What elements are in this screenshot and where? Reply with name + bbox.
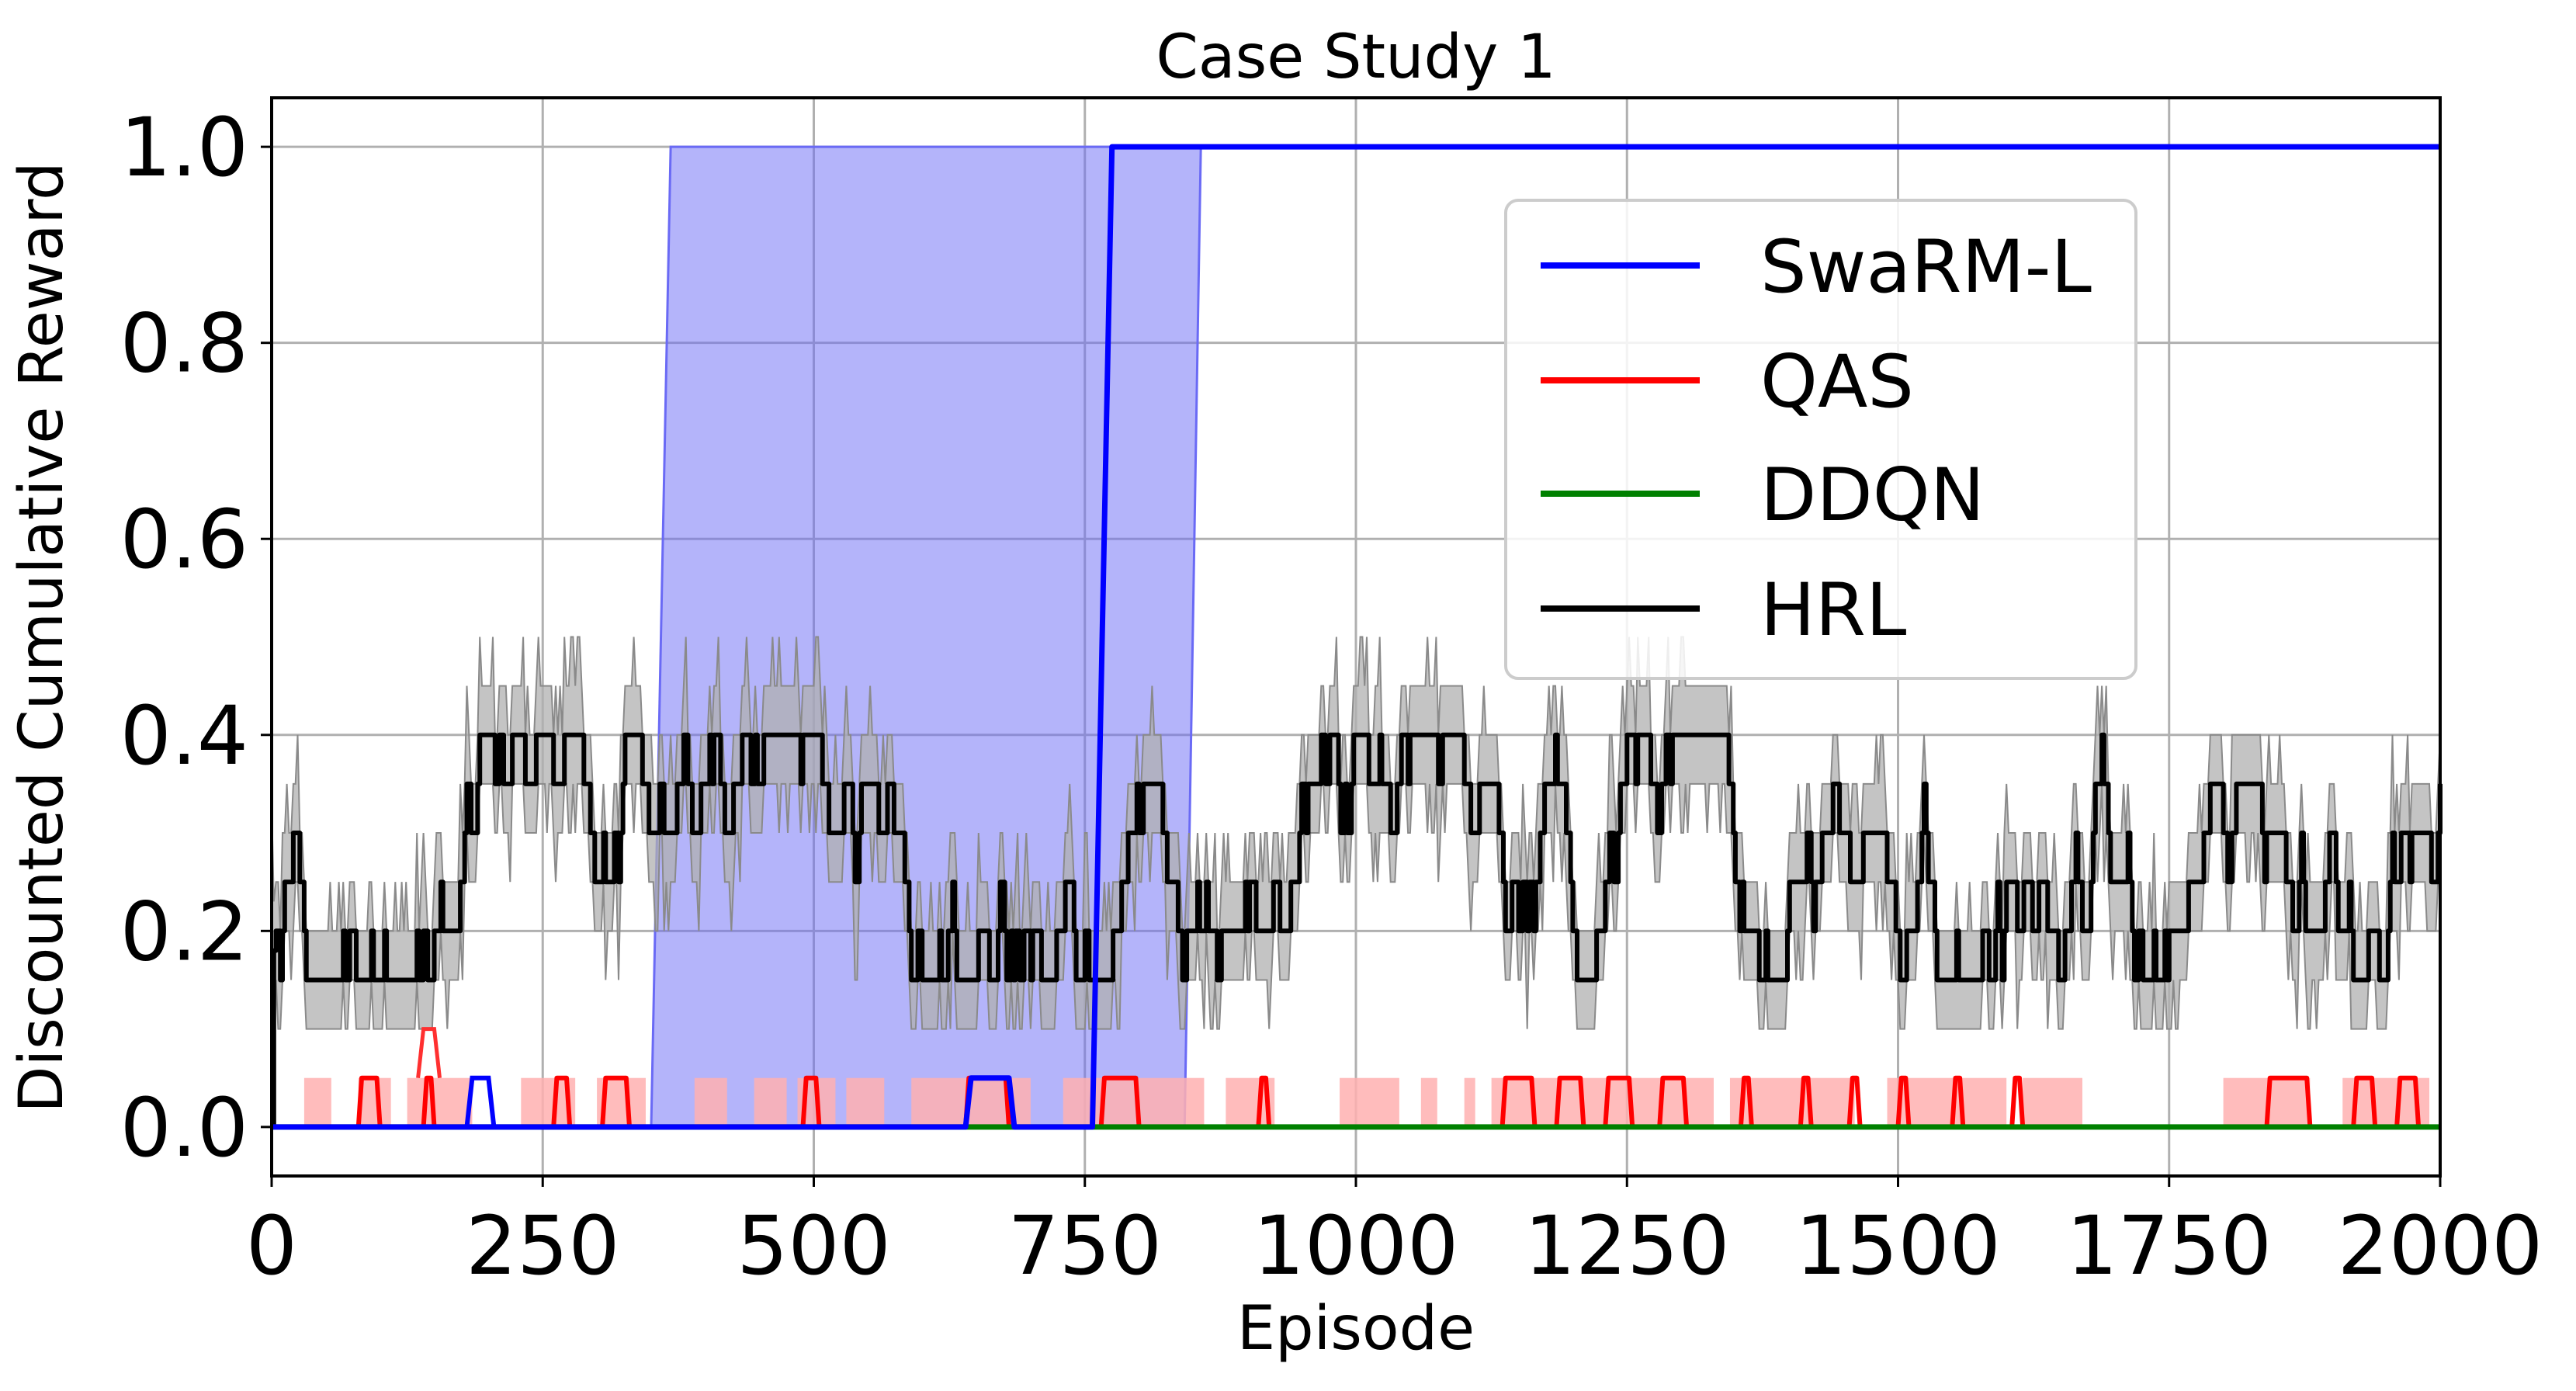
y-tick-label: 0.6 — [120, 492, 248, 587]
legend-label: SwaRM-L — [1760, 225, 2092, 310]
x-tick-label: 2000 — [2338, 1198, 2543, 1293]
qas-band — [1464, 1077, 1475, 1127]
x-tick-label: 1250 — [1524, 1198, 1730, 1293]
legend-label: HRL — [1760, 568, 1906, 653]
x-tick-label: 0 — [246, 1198, 297, 1293]
qas-band — [1491, 1077, 1714, 1127]
qas-band — [694, 1077, 727, 1127]
qas-band — [407, 1077, 473, 1127]
hrl-line — [271, 732, 2443, 1129]
qas-peak — [416, 1027, 442, 1078]
qas-band — [1340, 1077, 1399, 1127]
legend-box — [1504, 199, 2137, 680]
qas-band — [846, 1077, 885, 1127]
y-tick-label: 0.0 — [120, 1081, 248, 1175]
x-tick-label: 500 — [737, 1198, 891, 1293]
x-tick-label: 750 — [1007, 1198, 1162, 1293]
x-tick-label: 1000 — [1253, 1198, 1459, 1293]
qas-band — [754, 1077, 787, 1127]
x-tick-label: 1750 — [2066, 1198, 2272, 1293]
x-tick-label: 1500 — [1795, 1198, 2001, 1293]
x-tick-label: 250 — [466, 1198, 620, 1293]
swarm-l-line — [272, 144, 2440, 1130]
swarm-l-blip — [464, 1075, 497, 1128]
qas-band — [303, 1077, 331, 1127]
legend-label: QAS — [1760, 340, 1914, 425]
y-tick-label: 1.0 — [120, 100, 248, 195]
y-axis-ticks: 0.0 0.2 0.4 0.6 0.8 1.0 — [120, 100, 272, 1175]
qas-band — [1420, 1077, 1437, 1127]
x-axis-ticks: 0 250 500 750 1000 1250 1500 1750 2000 — [246, 1176, 2543, 1293]
y-tick-label: 0.8 — [120, 297, 248, 391]
series-lines — [271, 144, 2443, 1130]
legend: SwaRM-L QAS DDQN HRL — [1504, 199, 2137, 680]
y-axis-title: Discounted Cumulative Reward — [7, 161, 77, 1112]
legend-label: DDQN — [1760, 453, 1985, 538]
y-tick-label: 0.2 — [120, 884, 248, 979]
y-tick-label: 0.4 — [120, 689, 248, 783]
qas-band — [358, 1077, 391, 1127]
qas-band — [1063, 1077, 1205, 1127]
x-axis-title: Episode — [1237, 1294, 1475, 1364]
chart-title: Case Study 1 — [1156, 23, 1555, 92]
qas-band — [2023, 1077, 2082, 1127]
qas-line — [272, 1075, 2440, 1129]
